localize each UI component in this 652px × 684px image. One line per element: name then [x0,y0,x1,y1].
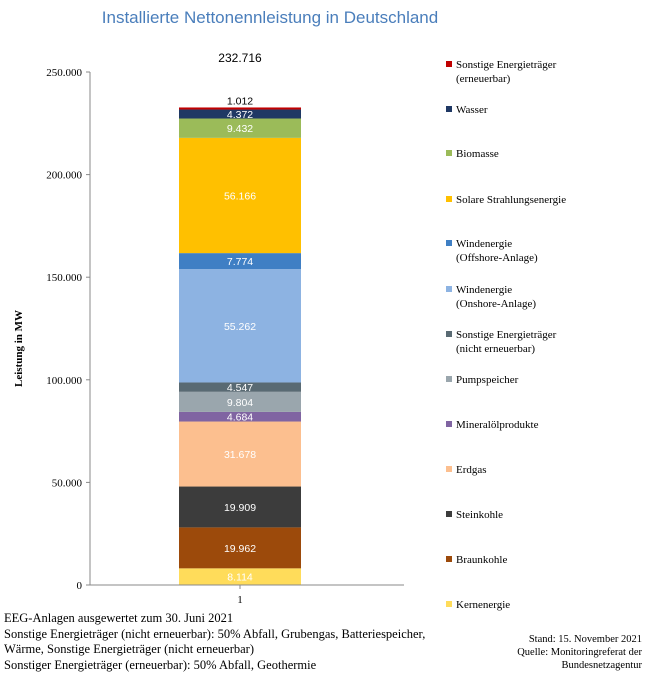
legend-swatch [446,106,452,112]
footnote-line: Wärme, Sonstige Energieträger (nicht ern… [4,642,254,656]
bar-segment [179,391,301,412]
footnotes: EEG-Anlagen ausgewertet zum 30. Juni 202… [4,611,425,673]
legend-swatch [446,601,452,607]
data-label: 31.678 [224,449,256,461]
footnote-line: Sonstige Energieträger (nicht erneuerbar… [4,626,426,641]
legend-swatch [446,376,452,382]
legend-label: Steinkohle [456,509,504,521]
total-label: 232.716 [218,51,262,65]
data-label: 4.372 [227,109,253,121]
legend-swatch [446,421,452,427]
y-tick-label: 150.000 [46,272,82,284]
y-axis-title: Leistung in MW [13,310,25,387]
data-label: 4.684 [227,412,253,424]
bar-segment [179,107,301,110]
y-tick-label: 250.000 [46,67,82,79]
data-label: 56.166 [224,190,256,202]
legend-swatch [446,150,452,156]
legend-swatch [446,556,452,562]
data-label: 4.547 [227,382,253,394]
legend-label: Erdgas [456,464,487,476]
legend-label: Sonstige Energieträger (erneuerbar) [456,59,557,85]
footnote-line: EEG-Anlagen ausgewertet zum 30. Juni 202… [4,611,234,625]
legend-label: Sonstige Energieträger (nicht erneuerbar… [456,329,557,355]
y-tick-label: 0 [77,580,83,592]
source-line: Bundesnetzagentur [561,660,642,671]
source-line: Quelle: Monitoringreferat der [517,647,642,658]
data-label: 19.962 [224,543,256,555]
legend-swatch [446,466,452,472]
bar-segment [179,137,301,254]
bar-segment [179,382,301,392]
bar-segment [179,527,301,569]
bar-segment [179,118,301,138]
y-tick-label: 50.000 [52,477,83,489]
legend-swatch [446,511,452,517]
legend-label: Wasser [456,104,488,116]
data-label: 9.804 [227,397,253,409]
legend-swatch [446,286,452,292]
legend-label: Windenergie (Onshore-Anlage) [456,284,537,310]
bar-segment [179,421,301,487]
legend-swatch [446,331,452,337]
bar-segment [179,253,301,270]
bar-segment [179,411,301,422]
legend-swatch [446,196,452,202]
data-label: 1.012 [227,95,253,107]
footnote-line: Sonstiger Energieträger (erneuerbar): 50… [4,657,317,672]
legend-swatch [446,240,452,246]
bar-segment [179,568,301,585]
legend-label: Kernenergie [456,599,511,611]
bar-segment [179,486,301,528]
data-label: 19.909 [224,502,256,514]
stacked-bar-chart: 8.114 19.962 19.909 31.678 4.684 9.804 4.547 55… [13,51,404,606]
y-tick-label: 200.000 [46,170,82,182]
data-label: 7.774 [227,256,253,268]
legend-label: Biomasse [456,148,499,160]
data-label: 8.114 [227,572,253,584]
legend-label: Braunkohle [456,554,508,566]
chart-title: Installierte Nettonennleistung in Deutsc… [101,8,439,27]
x-tick-label: 1 [237,594,243,606]
source-note: Stand: 15. November 2021 Quelle: Monitor… [517,633,642,672]
y-tick-label: 100.000 [46,375,82,387]
data-label: 9.432 [227,123,253,135]
data-label: 55.262 [224,321,256,333]
legend-label: Mineralölprodukte [456,419,539,431]
legend-label: Pumpspeicher [456,374,519,386]
legend-label: Windenergie (Offshore-Anlage) [456,238,538,264]
stand-date: Stand: 15. November 2021 [528,634,642,645]
legend-label: Solare Strahlungsenergie [456,194,567,206]
bar-segment [179,109,301,119]
bar-segment [179,269,301,383]
legend-swatch [446,61,452,67]
